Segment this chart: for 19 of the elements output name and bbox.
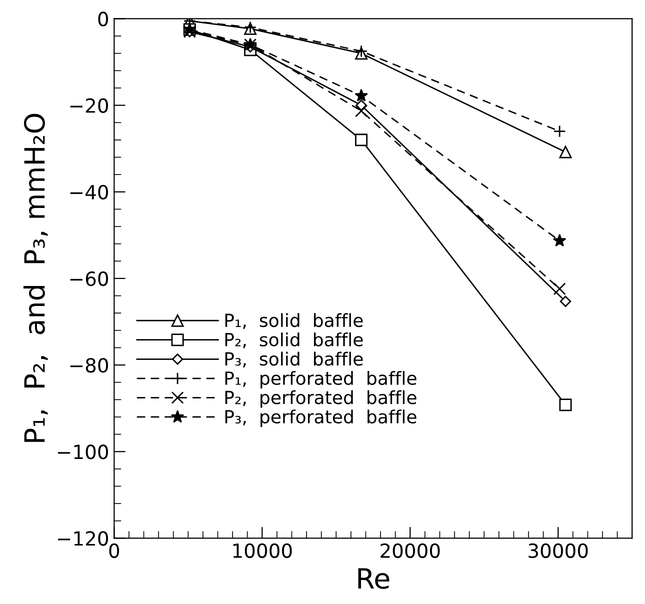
legend-label: P₃, perforated baffle xyxy=(225,410,416,428)
y-tick-label: −80 xyxy=(70,358,108,373)
y-tick-label: −100 xyxy=(58,444,108,460)
x-tick-label: 30000 xyxy=(528,543,588,558)
x-axis-title: Re xyxy=(358,568,390,589)
legend-label: P₂, solid baffle xyxy=(225,332,363,348)
legend-label: P₁, perforated baffle xyxy=(225,371,416,388)
y-tick-label: 0 xyxy=(98,12,108,26)
y-tick-label: −20 xyxy=(70,98,108,113)
x-tick-label: 20000 xyxy=(380,543,440,558)
x-tick-label: 0 xyxy=(109,543,120,558)
y-tick-label: −60 xyxy=(70,271,108,286)
y-tick-label: −120 xyxy=(58,531,108,546)
y-axis-title: P₁, P₂, and P₃, mmH₂O xyxy=(23,114,48,442)
y-tick-label: −40 xyxy=(70,184,108,200)
legend-label: P₂, perforated baffle xyxy=(225,390,416,408)
legend-label: P₃, solid baffle xyxy=(225,352,363,368)
x-tick-label: 10000 xyxy=(233,543,292,558)
legend-label: P₁, solid baffle xyxy=(225,313,363,329)
